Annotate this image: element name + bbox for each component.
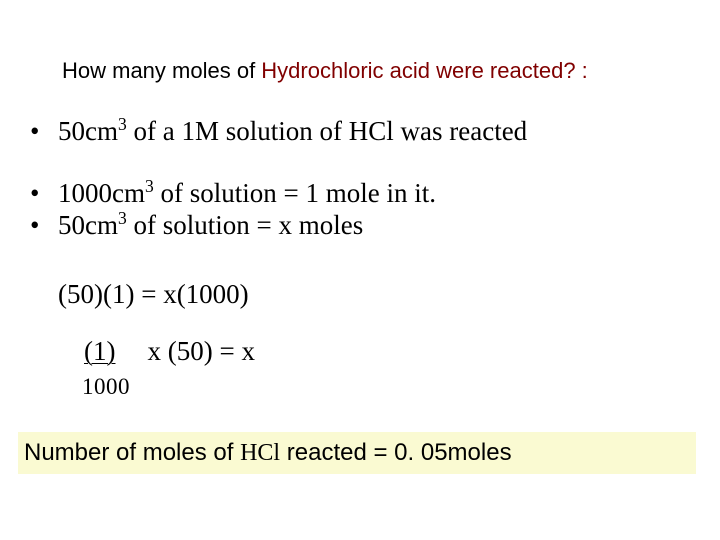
bullet-dot: • [30, 178, 58, 209]
equation-2: (1) x (50) = x [58, 336, 255, 367]
bullet-2-sup: 3 [145, 176, 154, 196]
answer-text: Number of moles of HCl reacted = 0. 05mo… [24, 439, 512, 467]
bullet-1-post: of a 1M solution of HCl was reacted [127, 116, 527, 146]
bullet-3-sup: 3 [118, 208, 127, 228]
bullet-dot: • [30, 116, 58, 147]
bullet-2-pre: 1000cm [58, 178, 145, 208]
bullet-1-pre: 50cm [58, 116, 118, 146]
answer-pre: Number of moles of [24, 439, 240, 466]
bullet-3-pre: 50cm [58, 210, 118, 240]
bullet-3: •50cm3 of solution = x moles [30, 210, 363, 241]
slide-title: How many moles of Hydrochloric acid were… [62, 58, 588, 84]
title-plain: How many moles of [62, 58, 261, 83]
fraction-numerator: (1) [58, 336, 141, 367]
bullet-1-sup: 3 [118, 114, 127, 134]
bullet-2-post: of solution = 1 mole in it. [154, 178, 436, 208]
answer-box: Number of moles of HCl reacted = 0. 05mo… [18, 432, 696, 474]
equation-1: (50)(1) = x(1000) [58, 279, 249, 310]
bullet-1: •50cm3 of a 1M solution of HCl was react… [30, 116, 527, 147]
slide: How many moles of Hydrochloric acid were… [0, 0, 720, 540]
fraction-numerator-text: (1) [74, 336, 125, 366]
bullet-dot: • [30, 210, 58, 241]
title-highlight: Hydrochloric acid were reacted? : [261, 58, 587, 83]
equation-2-right: x (50) = x [147, 336, 254, 366]
answer-post: reacted = 0. 05moles [280, 439, 511, 466]
answer-mid: HCl [240, 440, 280, 466]
bullet-3-post: of solution = x moles [127, 210, 363, 240]
fraction-denominator: 1000 [82, 374, 130, 400]
bullet-2: •1000cm3 of solution = 1 mole in it. [30, 178, 436, 209]
